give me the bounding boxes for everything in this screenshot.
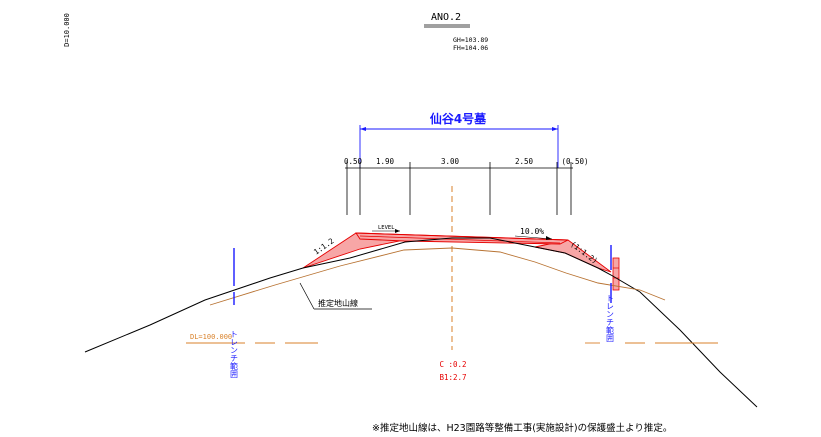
grade-arrow-head — [546, 236, 552, 240]
width-label-5: (0.50) — [561, 157, 588, 166]
width-label-3: 3.00 — [441, 157, 460, 166]
grade-label: 10.0% — [520, 227, 544, 236]
station-label: ANO.2 — [431, 12, 461, 23]
tomb-dimension-arrow-right — [552, 127, 558, 131]
estimated-ground-label: 推定地山線 — [318, 298, 358, 308]
formation-inner-line — [359, 235, 561, 244]
width-label-2: 1.90 — [376, 157, 395, 166]
formation-height-label: FH=104.06 — [453, 44, 488, 52]
ground-height-label: GH=103.89 — [453, 36, 488, 44]
width-label-1: 0.50 — [344, 157, 363, 166]
tomb-dimension-arrow-left — [360, 127, 366, 131]
tomb-title: 仙谷4号墓 — [430, 111, 487, 126]
fill-area-label: B1:2.7 — [439, 373, 466, 382]
right-marker — [612, 257, 620, 291]
trench-left-label: トレンチ範囲 — [230, 330, 239, 379]
ground-line — [84, 237, 758, 408]
formation-line — [355, 232, 569, 241]
cut-area-label: C :0.2 — [439, 360, 466, 369]
estimated-ground-leader — [299, 282, 315, 310]
level-arrow-head — [395, 229, 400, 233]
grade-arrow — [514, 235, 553, 240]
footnote: ※推定地山線は、H23園路等整備工事(実施設計)の保護盛土より推定。 — [372, 422, 672, 434]
level-label: LEVEL — [378, 225, 395, 231]
datum-label: DL=100.000 — [190, 333, 232, 341]
trench-right-label: トレンチ範囲 — [606, 294, 615, 343]
scale-label: D=10.000 — [63, 13, 71, 47]
estimated-ground-line — [209, 247, 666, 306]
svg-text:D=10.000: D=10.000 — [63, 13, 71, 47]
width-label-4: 2.50 — [515, 157, 534, 166]
